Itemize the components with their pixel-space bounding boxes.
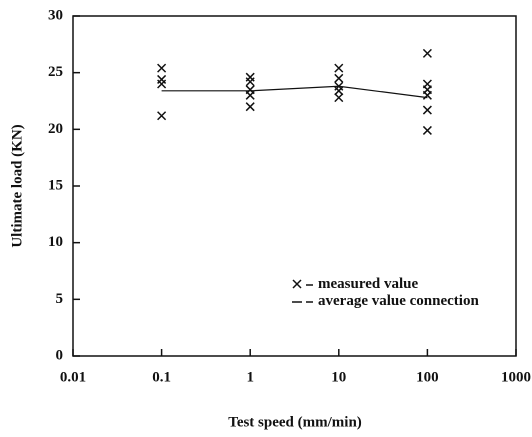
data-point: [334, 73, 344, 83]
data-point: [157, 79, 167, 89]
y-tick-label: 20: [48, 121, 63, 137]
data-point: [157, 63, 167, 73]
data-point: [245, 72, 255, 82]
x-tick-label: 0.1: [152, 369, 171, 385]
x-axis-label: Test speed (mm/min): [228, 414, 362, 430]
data-point: [422, 48, 432, 58]
data-point: [245, 90, 255, 100]
y-tick-label: 30: [48, 7, 63, 23]
y-tick-label: 0: [56, 347, 64, 363]
legend: measured value average value connection: [318, 276, 508, 310]
data-point: [422, 105, 432, 115]
x-tick-label: 10: [331, 369, 346, 385]
x-tick-label: 0.01: [60, 369, 86, 385]
legend-marker: [292, 279, 302, 289]
x-tick-label: 1000: [501, 369, 531, 385]
data-point: [245, 77, 255, 87]
legend-label: average value connection: [318, 293, 479, 309]
data-point: [422, 90, 432, 100]
data-point: [245, 102, 255, 112]
legend-label: measured value: [318, 276, 419, 292]
data-point: [334, 86, 344, 96]
data-point: [334, 93, 344, 103]
y-tick-label: 5: [56, 291, 64, 307]
y-axis-label: Ultimate load (KN): [9, 124, 25, 247]
legend-symbols: [292, 279, 313, 303]
data-point: [157, 74, 167, 84]
x-tick-label: 100: [416, 369, 439, 385]
x-tick-label: 1: [246, 369, 254, 385]
y-tick-label: 10: [48, 234, 63, 250]
y-tick-label: 25: [48, 64, 63, 80]
average-line: [161, 85, 428, 99]
data-point: [422, 125, 432, 135]
data-point: [334, 63, 344, 73]
y-tick-label: 15: [48, 177, 63, 193]
data-point: [157, 111, 167, 121]
